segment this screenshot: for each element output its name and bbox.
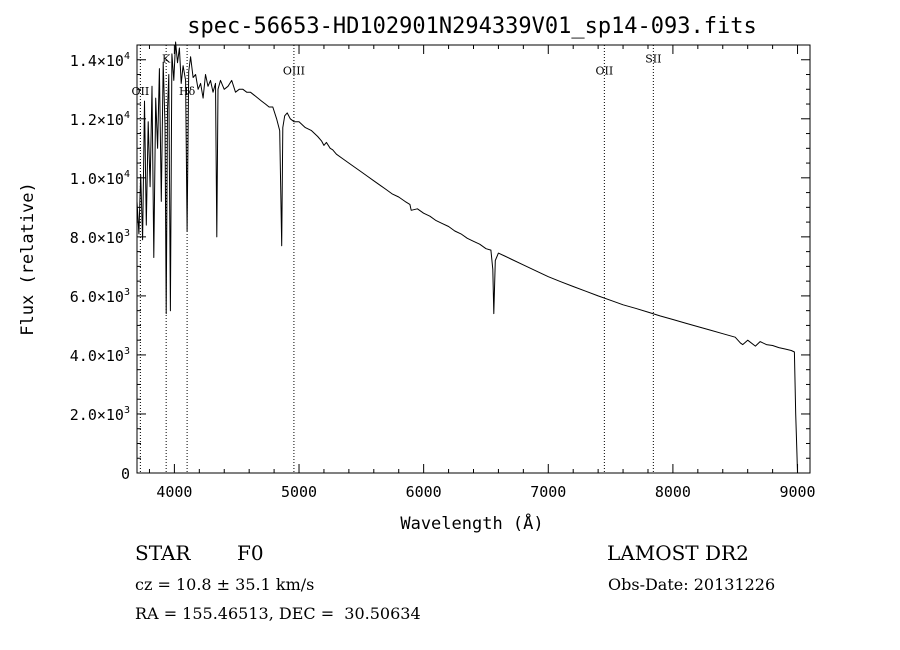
x-tick-label: 5000 [281,483,317,501]
reference-line-label: OIII [283,65,305,78]
y-axis: 0 2.0×103 4.0×103 6.0×103 8.0×103 1.0×104 1.2×… [70,51,810,483]
coordinates: RA = 155.46513, DEC = 30.50634 [135,604,421,623]
plot-frame [136,44,811,474]
x-tick-label: 7000 [530,483,566,501]
reference-line-label: OII [132,85,150,98]
y-tick-label: 4.0×103 [70,346,130,365]
reference-lines: OII K Hδ OIII OII SII [132,45,661,473]
x-tick-label: 4000 [156,483,192,501]
x-tick-label: 6000 [406,483,442,501]
x-tick-label: 9000 [779,483,815,501]
x-axis: 4000 5000 6000 7000 8000 9000 [148,45,816,501]
reference-line-label: Hδ [179,85,196,98]
reference-line-label: K [162,53,171,66]
y-tick-label: 0 [121,465,130,483]
spectral-subclass: F0 [237,541,264,565]
redshift-cz: cz = 10.8 ± 35.1 km/s [135,575,315,594]
spectrum-line [136,41,798,474]
reference-line-label: OII [596,65,614,78]
y-tick-label: 1.0×104 [70,169,130,188]
y-tick-label: 6.0×103 [70,287,130,306]
chart-title: spec-56653-HD102901N294339V01_sp14-093.f… [187,14,757,39]
x-axis-label: Wavelength (Å) [400,512,543,534]
survey-name: LAMOST DR2 [607,541,749,565]
y-tick-label: 2.0×103 [70,405,130,424]
reference-line-label: SII [645,53,661,66]
y-axis-label: Flux (relative) [18,182,38,336]
y-tick-label: 1.2×104 [70,110,130,129]
x-tick-label: 8000 [655,483,691,501]
y-tick-label: 1.4×104 [70,51,130,70]
object-class: STAR [135,541,191,565]
observation-date: Obs-Date: 20131226 [608,575,776,594]
y-tick-label: 8.0×103 [70,228,130,247]
